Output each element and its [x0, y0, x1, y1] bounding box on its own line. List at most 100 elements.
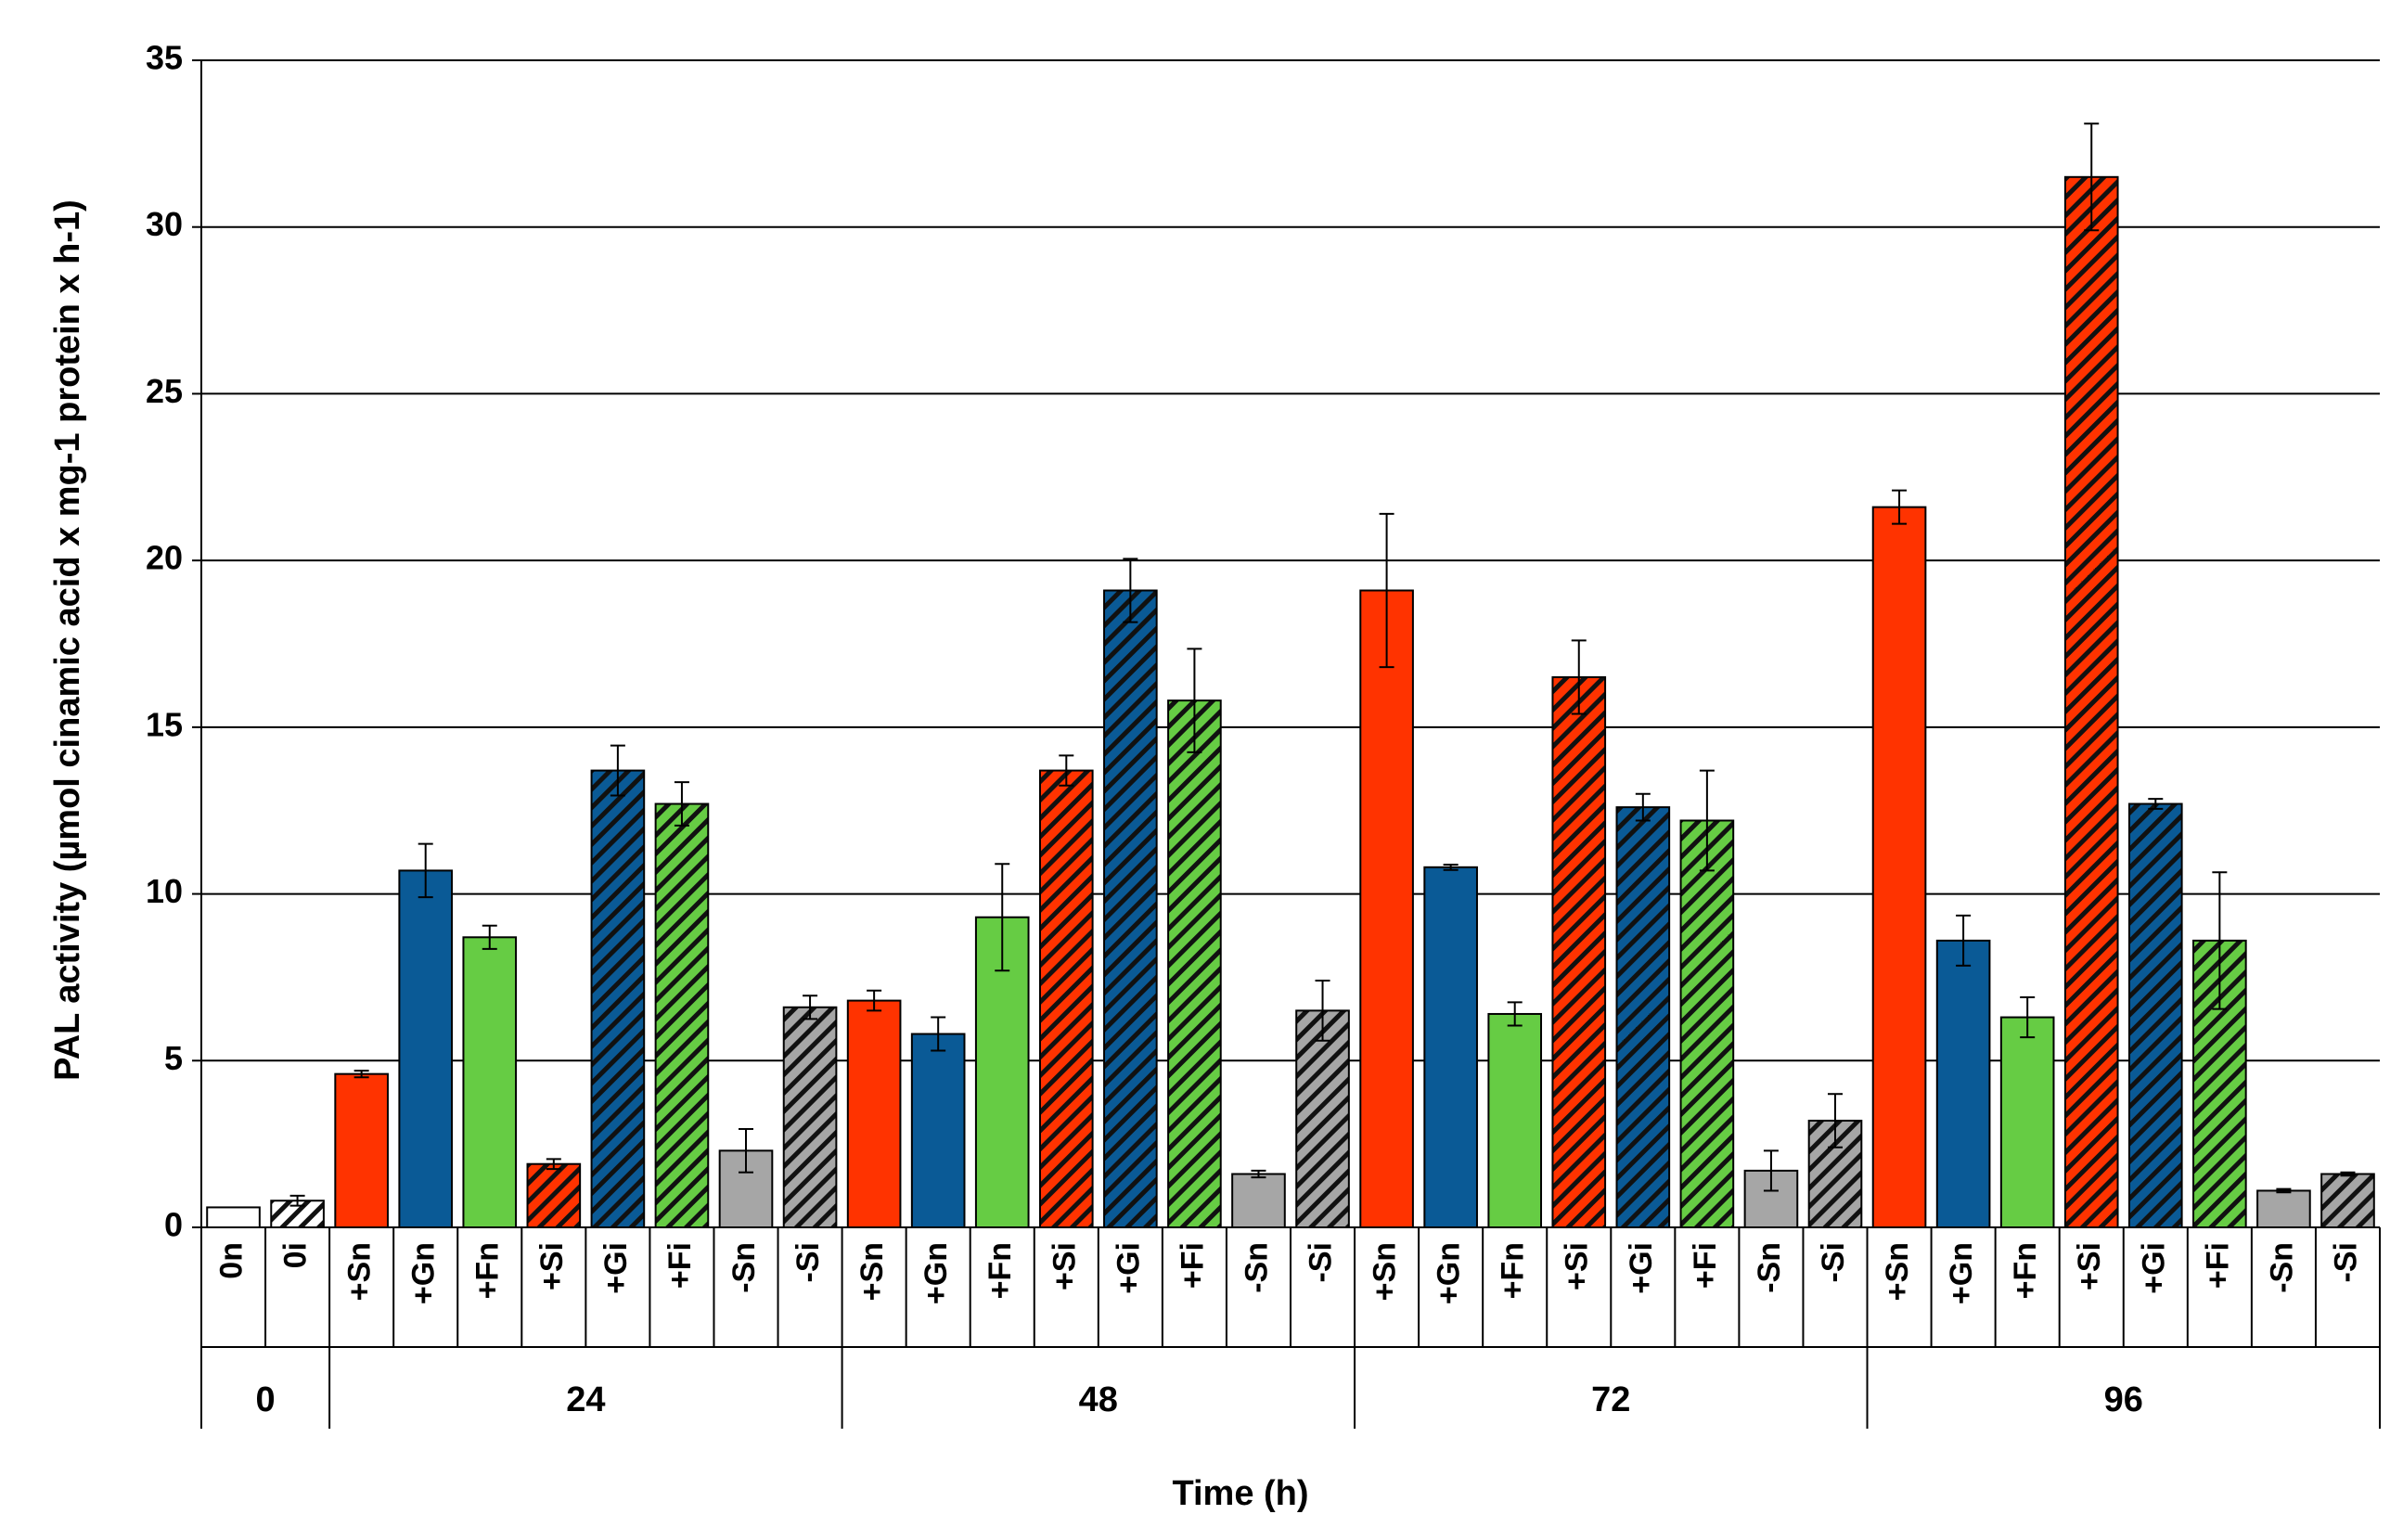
- error-bar: [1443, 863, 1459, 871]
- bar: [910, 1033, 966, 1228]
- bar: [846, 999, 902, 1229]
- error-bar: [1059, 754, 1074, 787]
- error-bar: [2084, 122, 2100, 232]
- y-tick-label: 15: [146, 705, 183, 743]
- error-bar: [739, 1127, 753, 1174]
- x-tick-label: -Si: [1304, 1242, 1339, 1282]
- x-tick-label: +Si: [2072, 1242, 2107, 1290]
- bar: [2063, 175, 2119, 1228]
- bar: [1038, 769, 1094, 1229]
- bar: [334, 1072, 389, 1228]
- bar: [1935, 939, 1991, 1228]
- y-tick-label: 10: [146, 872, 183, 910]
- bar: [1103, 589, 1158, 1228]
- bar: [1423, 866, 1478, 1228]
- error-bar: [2212, 871, 2228, 1010]
- bar: [590, 769, 646, 1229]
- x-tick-label: 0i: [278, 1242, 314, 1268]
- bar: [1743, 1169, 1799, 1228]
- bar: [206, 1206, 261, 1229]
- x-tick-label: +Fn: [1496, 1242, 1531, 1299]
- bar: [2256, 1189, 2311, 1229]
- x-axis-title: Time (h): [1172, 1474, 1308, 1513]
- x-tick-label: +Gn: [1432, 1242, 1467, 1304]
- y-tick-label: 30: [146, 205, 183, 243]
- error-bar: [1635, 792, 1651, 822]
- y-tick-label: 35: [146, 39, 183, 77]
- x-tick-label: -Sn: [726, 1242, 762, 1293]
- x-tick-label: +Sn: [1368, 1242, 1403, 1301]
- bar: [1999, 1016, 2055, 1229]
- x-tick-label: +Sn: [1880, 1242, 1915, 1301]
- error-bar: [867, 989, 882, 1012]
- y-axis-title: PAL activity (µmol cinamic acid x mg-1 p…: [48, 199, 87, 1081]
- bar: [1487, 1012, 1543, 1228]
- x-tick-label: -Si: [2328, 1242, 2363, 1282]
- bar: [1359, 589, 1414, 1228]
- bar: [1679, 819, 1735, 1228]
- error-bar: [2020, 995, 2036, 1039]
- bar: [654, 802, 710, 1228]
- error-bar: [674, 781, 689, 827]
- bar: [2127, 802, 2183, 1228]
- bar: [398, 869, 454, 1228]
- x-tick-label: +Fi: [2200, 1242, 2235, 1289]
- x-tick-label: -Si: [1816, 1242, 1851, 1282]
- error-bar: [1763, 1149, 1779, 1192]
- x-tick-label: -Sn: [2264, 1242, 2299, 1293]
- x-tick-label: +Si: [534, 1242, 570, 1290]
- error-bar: [1379, 512, 1394, 669]
- y-tick-label: 5: [164, 1039, 183, 1077]
- error-bar: [1699, 769, 1715, 872]
- bar: [1231, 1173, 1286, 1229]
- group-label: 0: [255, 1380, 275, 1419]
- group-label: 96: [2104, 1380, 2143, 1419]
- x-tick-label: +Fi: [662, 1242, 698, 1289]
- x-tick-label: +Sn: [855, 1242, 890, 1301]
- x-tick-label: +Gn: [919, 1242, 954, 1304]
- bar: [1295, 1009, 1350, 1229]
- bar: [462, 936, 518, 1228]
- error-bar: [1507, 1001, 1523, 1027]
- x-tick-label: +Gi: [1624, 1242, 1659, 1294]
- x-tick-label: -Sn: [1239, 1242, 1274, 1293]
- x-tick-label: -Sn: [1752, 1242, 1787, 1293]
- x-tick-label: +Gi: [598, 1242, 634, 1294]
- error-bar: [610, 744, 625, 797]
- error-bar: [1315, 980, 1330, 1042]
- x-tick-label: +Sn: [342, 1242, 378, 1301]
- bar: [1615, 806, 1671, 1228]
- x-tick-label: +Fi: [1175, 1242, 1210, 1289]
- error-bar: [2340, 1171, 2356, 1177]
- error-bar: [803, 995, 818, 1020]
- error-bar: [418, 842, 433, 899]
- x-tick-label: +Si: [1560, 1242, 1595, 1290]
- y-tick-label: 0: [164, 1206, 183, 1244]
- y-tick-label: 25: [146, 372, 183, 410]
- error-bar: [1828, 1093, 1843, 1149]
- error-bar: [931, 1016, 946, 1052]
- x-tick-label: +Fn: [2008, 1242, 2043, 1299]
- bar: [1551, 675, 1607, 1228]
- x-tick-label: +Gn: [406, 1242, 442, 1304]
- bar: [526, 1162, 582, 1229]
- x-tick-label: -Si: [790, 1242, 826, 1282]
- group-label: 48: [1079, 1380, 1118, 1419]
- bar: [782, 1006, 838, 1228]
- error-bar: [1187, 648, 1202, 753]
- x-tick-label: +Si: [1047, 1242, 1082, 1290]
- x-tick-label: +Gi: [2136, 1242, 2171, 1294]
- x-tick-label: +Fn: [470, 1242, 506, 1299]
- error-bar: [995, 863, 1010, 972]
- error-bar: [1123, 558, 1138, 623]
- x-tick-label: +Fi: [1688, 1242, 1723, 1289]
- y-tick-label: 20: [146, 539, 183, 577]
- error-bar: [1956, 914, 1972, 967]
- x-tick-label: 0n: [214, 1242, 250, 1279]
- error-bar: [1571, 639, 1587, 715]
- group-label: 72: [1591, 1380, 1630, 1419]
- bar: [1871, 506, 1927, 1228]
- x-tick-label: +Gi: [1111, 1242, 1146, 1294]
- bar: [1167, 699, 1222, 1228]
